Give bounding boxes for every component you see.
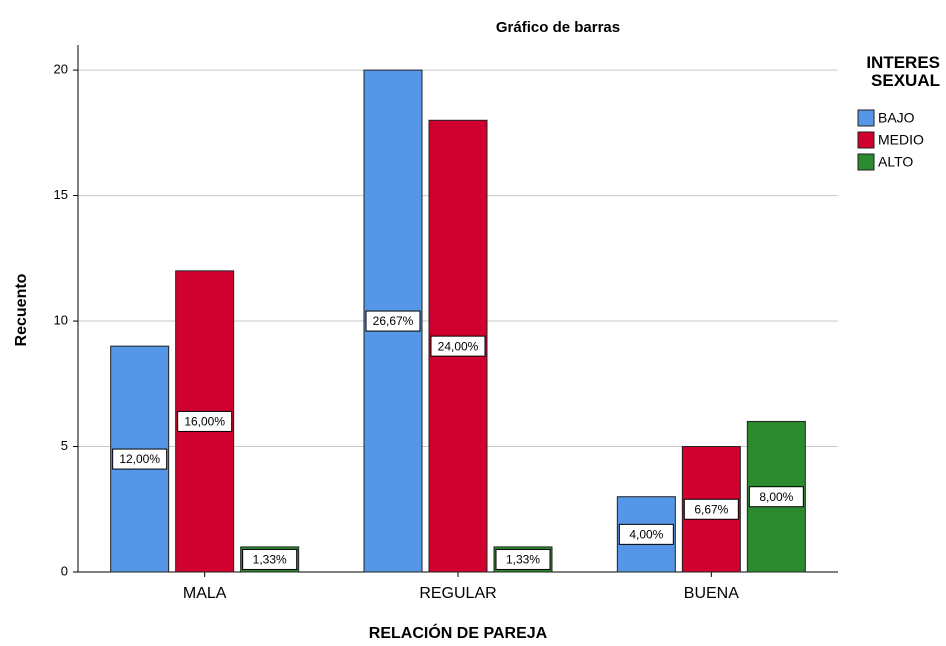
legend-swatch bbox=[857, 153, 875, 171]
percent-label: 1,33% bbox=[506, 553, 540, 567]
percent-label: 8,00% bbox=[759, 490, 793, 504]
percent-label: 4,00% bbox=[629, 528, 663, 542]
y-tick-label: 15 bbox=[54, 187, 68, 202]
y-tick-label: 20 bbox=[54, 62, 68, 77]
chart-title: Gráfico de barras bbox=[496, 19, 620, 36]
percent-label: 1,33% bbox=[253, 553, 287, 567]
legend-title: INTERES SEXUAL bbox=[866, 53, 940, 90]
percent-label: 16,00% bbox=[184, 415, 225, 429]
label-box bbox=[177, 410, 233, 432]
x-tick-label: BUENA bbox=[684, 585, 739, 602]
x-axis-label: RELACIÓN DE PAREJA bbox=[369, 623, 548, 642]
label-box bbox=[748, 486, 804, 508]
y-tick-label: 10 bbox=[54, 312, 68, 327]
legend-label: ALTO bbox=[878, 154, 913, 170]
x-tick-label: REGULAR bbox=[419, 585, 496, 602]
y-tick-label: 5 bbox=[61, 438, 68, 453]
legend-label: BAJO bbox=[878, 110, 915, 126]
label-box bbox=[242, 548, 298, 570]
percent-label: 6,67% bbox=[694, 502, 728, 516]
label-box bbox=[365, 310, 421, 332]
percent-label: 24,00% bbox=[438, 339, 479, 353]
percent-label: 26,67% bbox=[373, 314, 414, 328]
legend-label: MEDIO bbox=[878, 132, 924, 148]
x-tick-label: MALA bbox=[183, 585, 227, 602]
label-box bbox=[495, 548, 551, 570]
label-box bbox=[618, 523, 674, 545]
legend-swatch bbox=[857, 131, 875, 149]
y-axis-label: Recuento bbox=[13, 273, 30, 346]
legend-swatch bbox=[857, 109, 875, 127]
label-box bbox=[430, 335, 486, 357]
label-box bbox=[112, 448, 168, 470]
percent-label: 12,00% bbox=[119, 452, 160, 466]
label-box bbox=[683, 498, 739, 520]
y-tick-label: 0 bbox=[61, 563, 68, 578]
